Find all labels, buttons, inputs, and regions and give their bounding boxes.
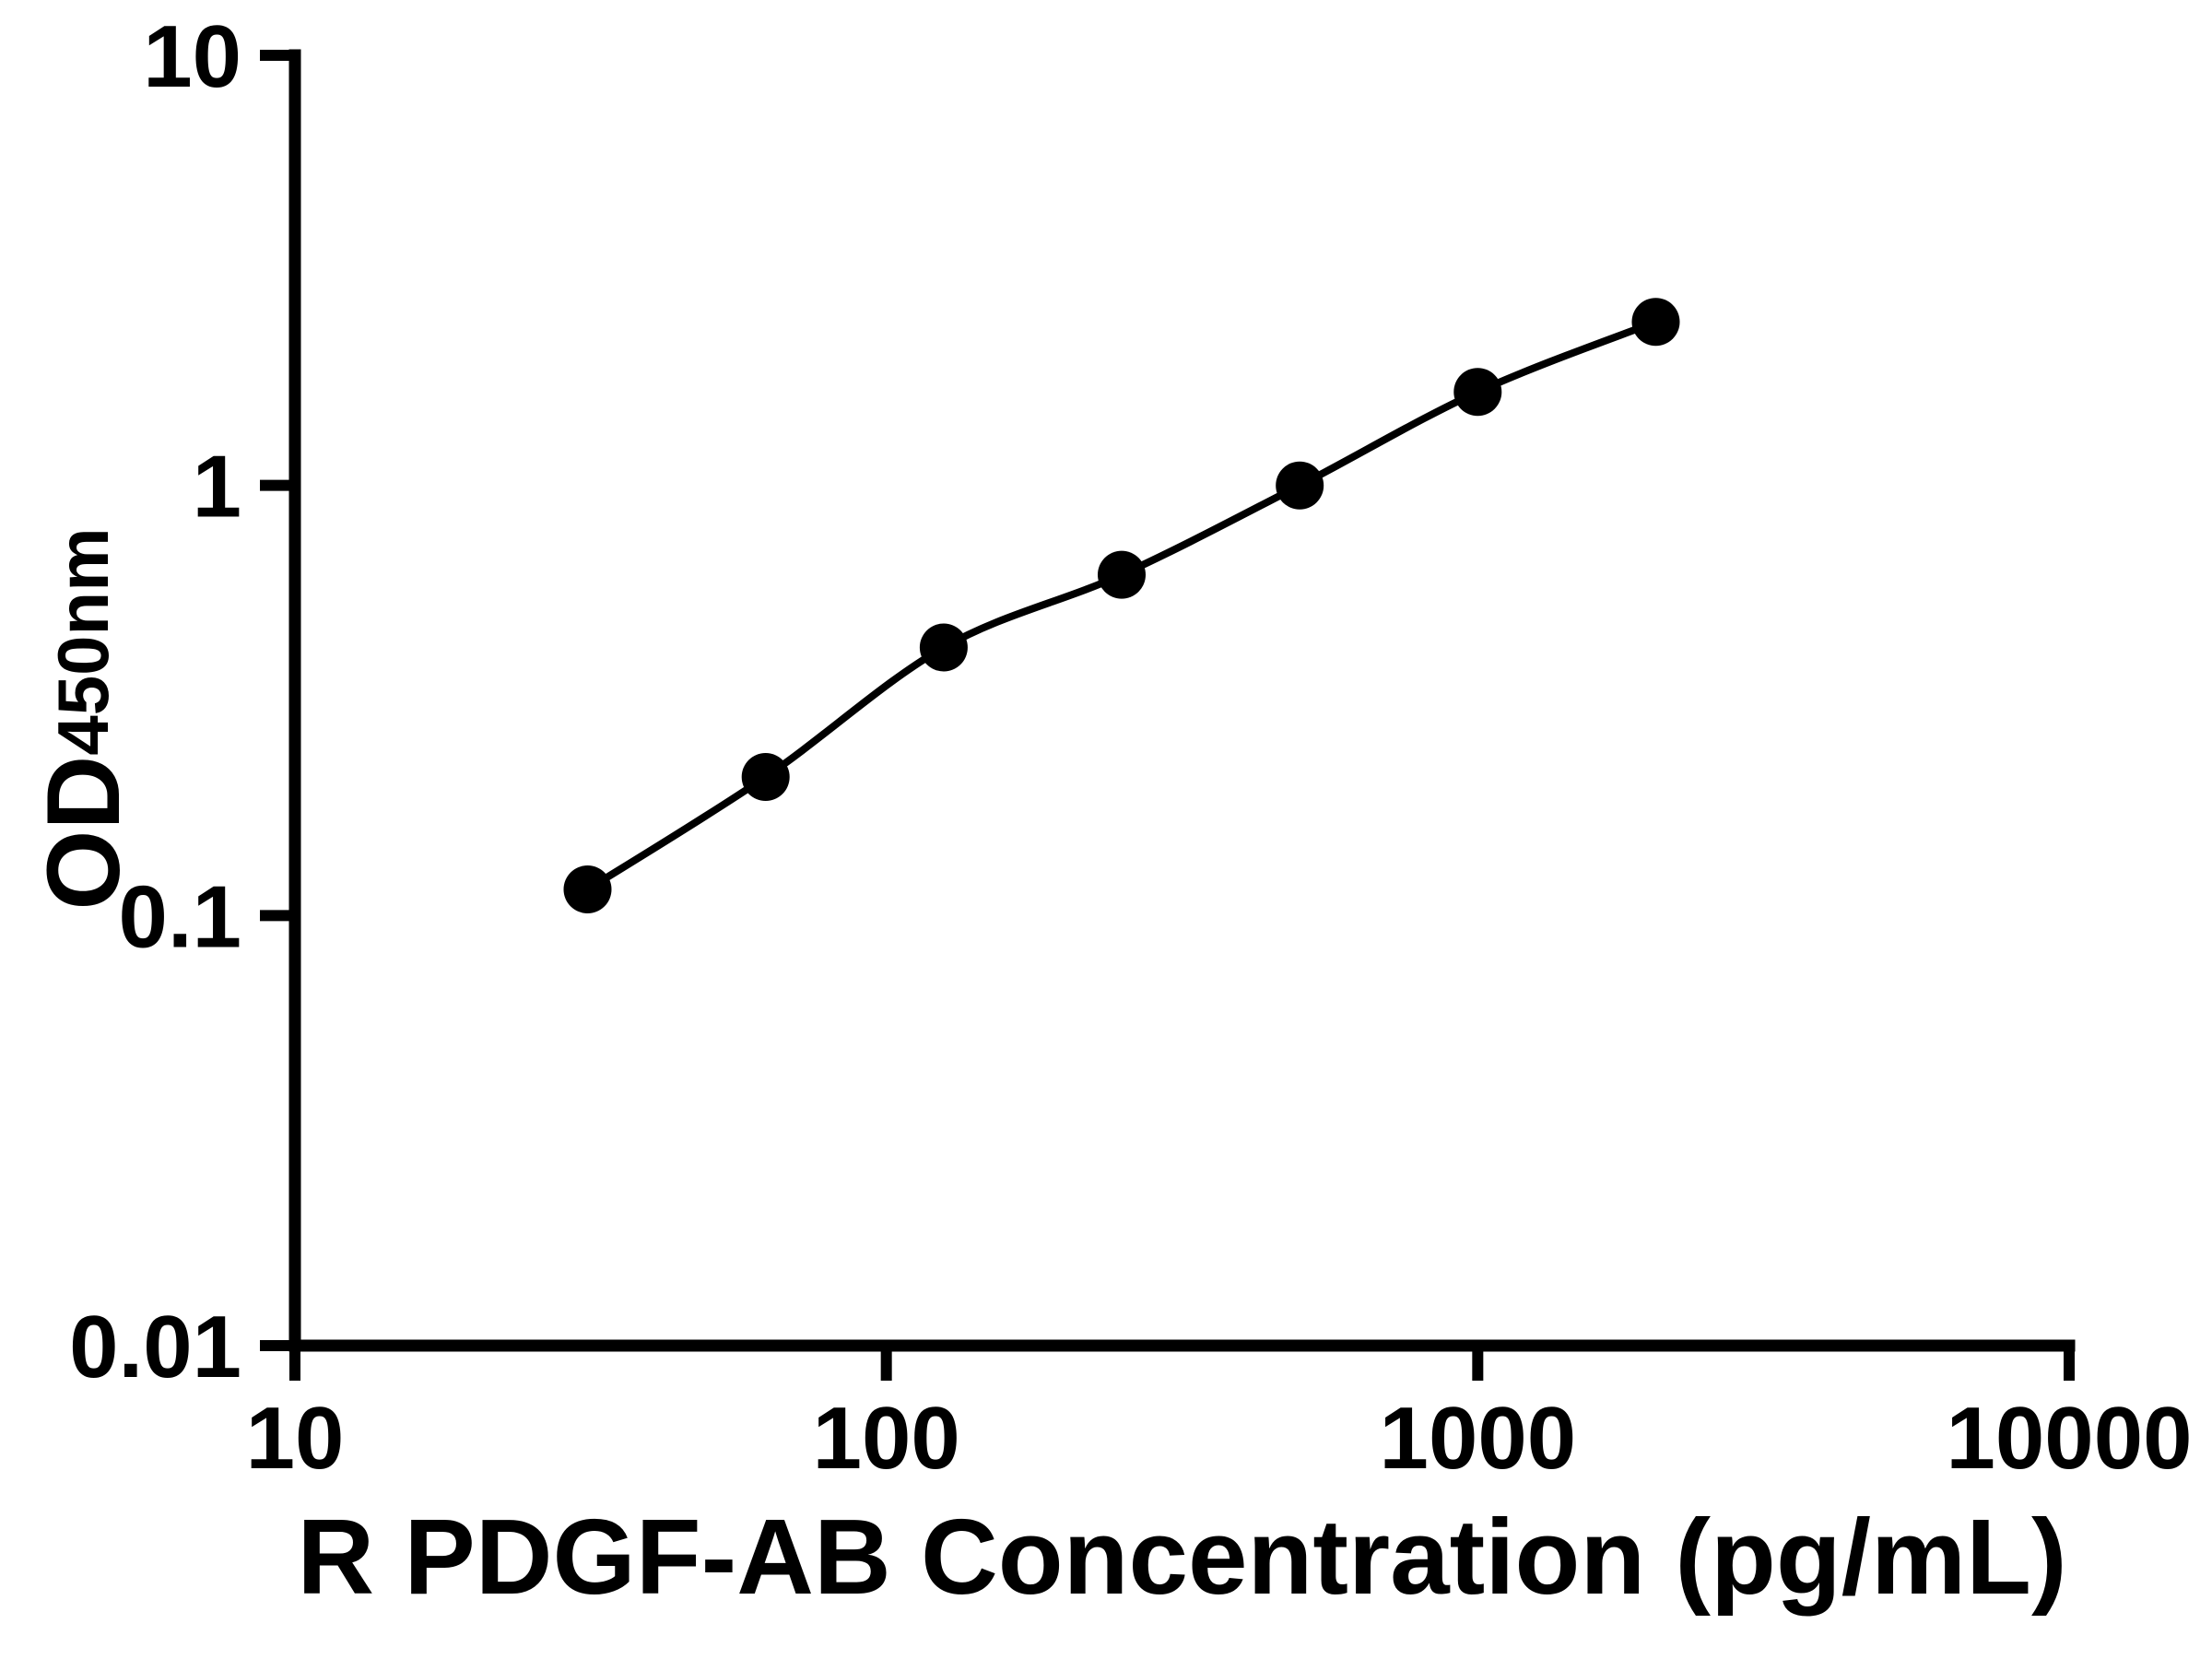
y-tick-label: 0.01	[69, 1298, 241, 1396]
data-point	[919, 623, 968, 672]
x-tick-label: 10000	[1947, 1389, 2193, 1488]
data-point	[1453, 368, 1502, 417]
data-point	[741, 753, 790, 801]
x-tick-label: 10	[246, 1389, 345, 1488]
y-tick-label: 10	[143, 7, 241, 106]
y-axis-title-text: OD	[25, 755, 141, 911]
y-tick-label: 1	[193, 438, 241, 536]
x-axis-title: R PDGF-AB Concentration (pg/mL)	[297, 1497, 2067, 1617]
y-tick-label: 0.1	[119, 867, 241, 966]
y-axis-title-subscript: 450nm	[42, 527, 124, 756]
data-point	[1098, 550, 1146, 599]
y-axis-title: OD 450nm	[9, 304, 157, 1134]
data-point	[1631, 298, 1680, 347]
data-point	[563, 865, 612, 913]
data-point	[1276, 461, 1324, 510]
x-tick-label: 1000	[1380, 1389, 1577, 1488]
x-tick-label: 100	[813, 1389, 960, 1488]
